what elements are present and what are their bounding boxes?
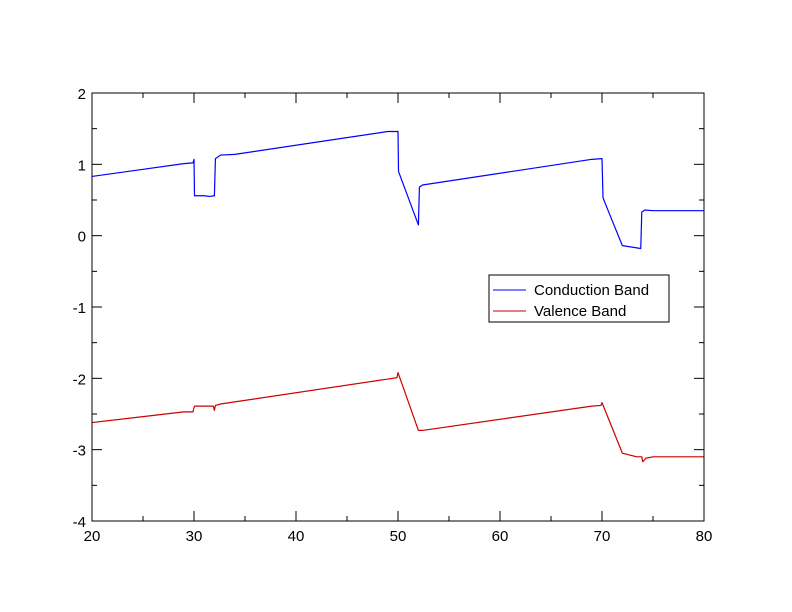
x-tick-label: 70 [594, 528, 611, 545]
series-line-conduction-band [91, 130, 704, 250]
plot-frame [91, 92, 705, 522]
legend-label-conduction-band: Conduction Band [534, 282, 649, 299]
x-tick-labels: 20 30 40 50 60 70 80 [84, 528, 713, 545]
y-tick-label: -4 [73, 514, 86, 531]
x-tick-label: 80 [696, 528, 713, 545]
y-tick-labels: -4 -3 -2 -1 0 1 2 [73, 86, 86, 531]
y-tick-label: -2 [73, 371, 86, 388]
x-tick-label: 20 [84, 528, 101, 545]
legend-label-valence-band: Valence Band [534, 303, 626, 320]
series-line-valence-band [91, 372, 704, 463]
series-lines [91, 130, 704, 463]
x-tick-label: 50 [390, 528, 407, 545]
x-tick-label: 40 [288, 528, 305, 545]
y-tick-label: 2 [78, 86, 86, 103]
y-tick-label: -1 [73, 300, 86, 317]
x-tick-label: 30 [186, 528, 203, 545]
legend-box [488, 274, 670, 323]
y-tick-label: 0 [78, 229, 86, 246]
minor-ticks [92, 93, 704, 521]
x-tick-label: 60 [492, 528, 509, 545]
y-tick-label: -3 [73, 443, 86, 460]
y-tick-label: 1 [78, 157, 86, 174]
legend: Conduction Band Valence Band [488, 274, 670, 323]
